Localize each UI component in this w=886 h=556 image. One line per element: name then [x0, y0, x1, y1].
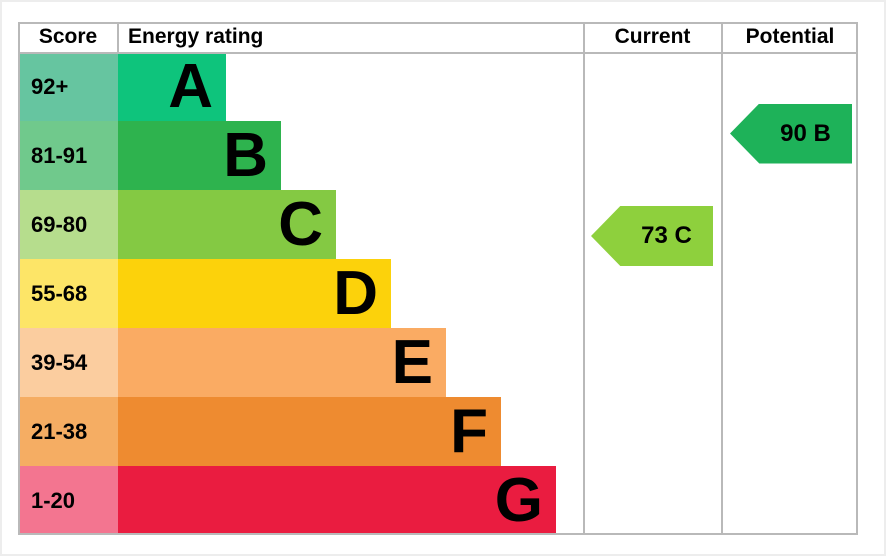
rating-table: Score Energy rating Current Potential 92…	[18, 22, 858, 535]
band-letter: F	[450, 396, 488, 466]
column-header-energy-rating: Energy rating	[128, 25, 264, 48]
score-range-cell: 21-38	[18, 397, 118, 466]
column-header-score: Score	[38, 25, 98, 48]
current-rating-arrow: 73 C	[591, 206, 713, 266]
grid-line-top	[18, 22, 858, 24]
band-letter: G	[494, 465, 543, 535]
current-rating-label: 73 C	[641, 222, 692, 249]
grid-line-potential-divider	[721, 22, 723, 535]
grid-line-left	[18, 22, 20, 535]
score-range-cell: 69-80	[18, 190, 118, 259]
potential-rating-label: 90 B	[780, 119, 831, 147]
grid-line-bottom	[18, 533, 858, 535]
band-letter: C	[278, 189, 323, 259]
grid-line-score-divider	[117, 22, 119, 52]
band-row-b: 81-91 B	[18, 121, 858, 190]
grid-line-current-divider	[583, 22, 585, 535]
rating-bar-b: B	[118, 121, 281, 190]
band-row-a: 92+ A	[18, 52, 858, 121]
rating-bar-g: G	[118, 466, 556, 535]
score-range-cell: 55-68	[18, 259, 118, 328]
score-range-cell: 1-20	[18, 466, 118, 535]
band-row-c: 69-80 C	[18, 190, 858, 259]
band-letter: B	[223, 120, 268, 190]
rating-bar-e: E	[118, 328, 446, 397]
band-row-e: 39-54 E	[18, 328, 858, 397]
score-range-cell: 81-91	[18, 121, 118, 190]
column-header-current: Current	[614, 25, 691, 48]
rating-bar-a: A	[118, 52, 226, 121]
band-letter: E	[391, 327, 433, 397]
score-range-cell: 39-54	[18, 328, 118, 397]
band-row-g: 1-20 G	[18, 466, 858, 535]
column-header-potential: Potential	[745, 25, 835, 48]
band-letter: D	[333, 258, 378, 328]
potential-rating-arrow: 90 B	[730, 103, 852, 164]
rating-bar-d: D	[118, 259, 391, 328]
rating-bar-c: C	[118, 190, 336, 259]
score-range-cell: 92+	[18, 52, 118, 121]
band-row-f: 21-38 F	[18, 397, 858, 466]
band-row-d: 55-68 D	[18, 259, 858, 328]
grid-line-right	[856, 22, 858, 535]
band-letter: A	[168, 51, 213, 121]
grid-line-header-bottom	[18, 52, 858, 54]
rating-bar-f: F	[118, 397, 501, 466]
